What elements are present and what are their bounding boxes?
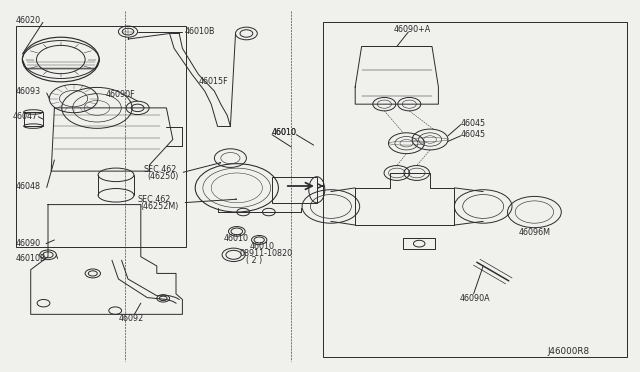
Bar xyxy=(16,26,186,247)
Text: 46090A: 46090A xyxy=(460,294,490,303)
Text: 46020: 46020 xyxy=(16,16,41,25)
Bar xyxy=(24,112,43,126)
Text: 46010B: 46010B xyxy=(16,254,47,263)
Text: 46045: 46045 xyxy=(461,119,486,128)
Text: 46090: 46090 xyxy=(16,239,41,248)
Text: 46015F: 46015F xyxy=(198,77,228,86)
Text: 46048: 46048 xyxy=(16,182,41,191)
Text: 46010: 46010 xyxy=(250,242,275,251)
Text: 46093: 46093 xyxy=(16,87,41,96)
Text: 46010B: 46010B xyxy=(184,27,215,36)
Text: (46252M): (46252M) xyxy=(141,202,179,211)
Text: 46092: 46092 xyxy=(118,314,143,323)
Text: 46010: 46010 xyxy=(224,234,249,243)
Text: 46010: 46010 xyxy=(272,128,297,137)
Text: SEC.462: SEC.462 xyxy=(144,165,177,174)
Bar xyxy=(323,22,627,357)
Text: 46090+A: 46090+A xyxy=(394,25,431,34)
Bar xyxy=(403,238,435,249)
Text: 46047: 46047 xyxy=(13,112,38,121)
Text: 46096M: 46096M xyxy=(518,228,550,237)
Bar xyxy=(272,177,317,203)
Text: ( 2 ): ( 2 ) xyxy=(246,256,262,265)
Text: 46045: 46045 xyxy=(461,130,486,139)
Text: (46250): (46250) xyxy=(147,172,179,181)
Text: SEC.462: SEC.462 xyxy=(138,195,171,203)
Text: J46000R8: J46000R8 xyxy=(547,347,589,356)
Text: 46010: 46010 xyxy=(272,128,297,137)
Text: 46090F: 46090F xyxy=(106,90,135,99)
Text: 08911-10820: 08911-10820 xyxy=(240,249,293,258)
